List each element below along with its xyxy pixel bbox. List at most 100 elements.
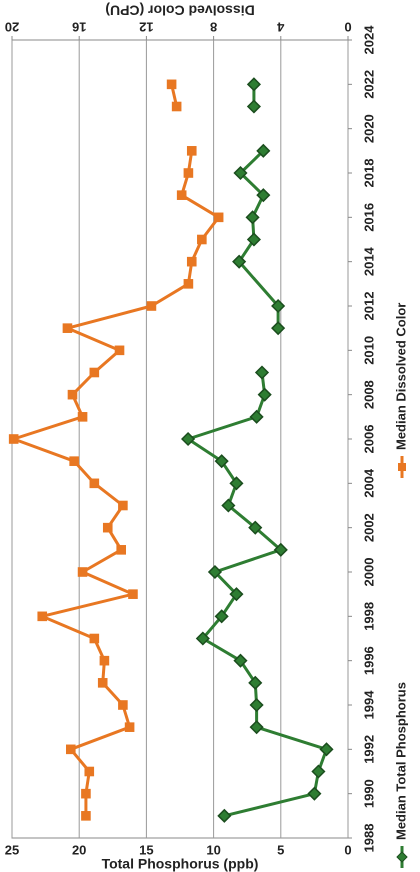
y-tick-label: 25 <box>5 842 19 857</box>
marker <box>62 323 73 333</box>
x-tick-label: 1998 <box>361 602 376 631</box>
marker <box>249 409 264 424</box>
y-tick-label: 20 <box>72 842 86 857</box>
series-line <box>12 84 221 816</box>
marker <box>246 77 261 92</box>
marker <box>254 365 270 380</box>
marker <box>67 389 78 400</box>
marker <box>183 279 194 289</box>
x-tick-label: 2008 <box>361 380 376 409</box>
y2-tick-label: 8 <box>210 20 217 35</box>
marker <box>197 234 207 245</box>
y2-tick-label: 16 <box>72 20 86 35</box>
marker <box>245 210 260 225</box>
marker <box>166 79 177 90</box>
marker <box>271 298 286 314</box>
marker <box>89 478 100 489</box>
x-tick-label: 1988 <box>361 824 376 853</box>
marker <box>66 744 76 755</box>
marker <box>229 476 244 491</box>
marker <box>273 542 288 557</box>
legend-marker <box>396 851 408 863</box>
x-tick-label: 2002 <box>361 513 376 542</box>
marker <box>311 764 326 779</box>
marker <box>77 567 88 577</box>
marker <box>249 720 264 735</box>
legend-marker <box>398 463 406 471</box>
y2-axis-title: Dissolved Color (CPU) <box>105 2 254 18</box>
marker <box>214 609 229 624</box>
marker <box>248 675 263 690</box>
marker <box>171 101 182 112</box>
marker <box>128 589 138 599</box>
marker <box>307 786 322 801</box>
marker <box>246 232 261 247</box>
marker <box>249 697 264 713</box>
x-tick-label: 2016 <box>361 203 376 232</box>
marker <box>69 456 79 466</box>
x-tick-label: 2012 <box>361 292 376 321</box>
legend-item: Median Total Phosphorus <box>393 682 408 868</box>
marker <box>221 498 236 513</box>
y2-tick-label: 4 <box>276 20 284 35</box>
y-tick-label: 10 <box>206 842 220 857</box>
marker <box>257 387 272 402</box>
y-tick-label: 5 <box>277 842 284 857</box>
marker <box>248 520 263 535</box>
marker <box>183 168 194 178</box>
marker <box>89 367 100 378</box>
marker <box>84 766 95 777</box>
marker <box>256 143 271 158</box>
marker <box>97 678 108 688</box>
x-tick-label: 2022 <box>361 70 376 99</box>
marker <box>271 321 286 336</box>
x-tick-label: 2004 <box>361 468 376 498</box>
marker <box>256 188 271 203</box>
marker <box>116 545 126 555</box>
marker <box>195 631 210 646</box>
marker <box>214 454 229 469</box>
marker <box>233 165 248 181</box>
marker <box>81 811 91 821</box>
marker <box>114 345 125 356</box>
marker <box>37 611 48 622</box>
marker <box>102 522 113 533</box>
marker <box>146 301 157 311</box>
marker <box>176 190 187 200</box>
marker <box>246 99 261 114</box>
y-axis-title: Total Phosphorus (ppb) <box>102 856 259 872</box>
x-tick-label: 2010 <box>361 336 376 365</box>
x-tick-label: 1996 <box>361 646 376 675</box>
marker <box>217 808 232 823</box>
x-tick-label: 2020 <box>361 114 376 143</box>
marker <box>89 633 100 644</box>
y-tick-label: 0 <box>344 842 351 857</box>
legend-label: Median Dissolved Color <box>393 303 408 450</box>
marker <box>8 434 19 444</box>
y2-tick-label: 12 <box>139 20 153 35</box>
marker <box>99 655 110 666</box>
x-tick-label: 2014 <box>361 246 376 276</box>
legend-label: Median Total Phosphorus <box>393 682 408 840</box>
x-tick-label: 1994 <box>361 690 376 720</box>
plot-frame <box>11 39 349 839</box>
x-tick-label: 2018 <box>361 159 376 188</box>
x-tick-label: 2006 <box>361 425 376 454</box>
marker <box>207 564 223 580</box>
marker <box>186 146 197 156</box>
marker <box>213 212 224 223</box>
x-tick-label: 2000 <box>361 558 376 587</box>
marker <box>232 254 247 269</box>
marker <box>81 788 91 799</box>
marker <box>124 722 135 732</box>
marker <box>186 256 197 267</box>
marker <box>319 742 334 757</box>
legend-item: Median Dissolved Color <box>393 303 408 478</box>
x-tick-label: 1990 <box>361 779 376 808</box>
y-tick-label: 15 <box>139 842 153 857</box>
marker <box>118 700 128 710</box>
x-tick-label: 2024 <box>361 25 376 55</box>
y2-tick-label: 0 <box>344 20 351 35</box>
marker <box>233 653 248 668</box>
y2-tick-label: 20 <box>5 20 19 35</box>
